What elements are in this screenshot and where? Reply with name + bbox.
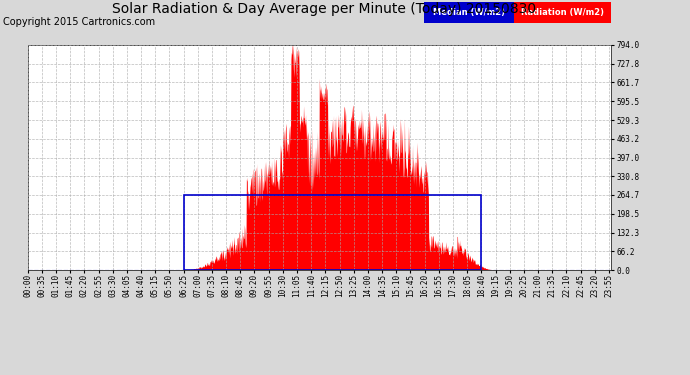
Bar — [184, 195, 482, 270]
Text: Copyright 2015 Cartronics.com: Copyright 2015 Cartronics.com — [3, 17, 155, 27]
Text: Median (W/m2): Median (W/m2) — [433, 8, 505, 16]
Text: Radiation (W/m2): Radiation (W/m2) — [521, 8, 604, 16]
Text: Solar Radiation & Day Average per Minute (Today) 20150830: Solar Radiation & Day Average per Minute… — [112, 2, 536, 16]
